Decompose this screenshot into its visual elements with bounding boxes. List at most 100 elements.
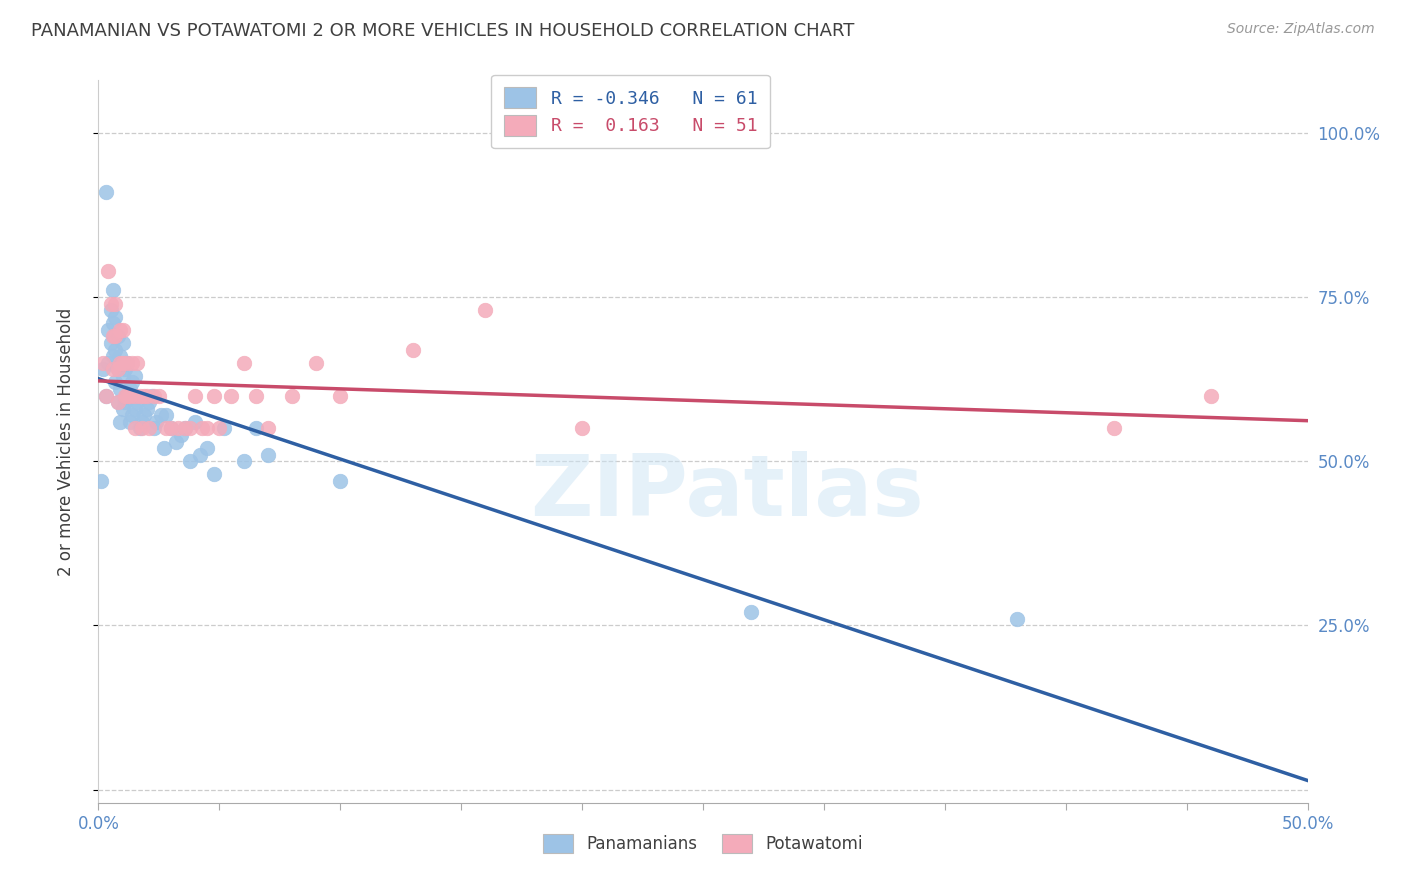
- Point: [138, 395, 160, 409]
- Point: [117, 356, 139, 370]
- Point: [121, 356, 143, 370]
- Point: [97, 323, 120, 337]
- Point: [135, 388, 157, 402]
- Point: [195, 421, 218, 435]
- Point: [108, 415, 131, 429]
- Point: [141, 388, 163, 402]
- Y-axis label: 2 or more Vehicles in Household: 2 or more Vehicles in Household: [56, 308, 75, 575]
- Point: [114, 362, 136, 376]
- Point: [97, 356, 120, 370]
- Point: [101, 284, 124, 298]
- Point: [104, 343, 127, 357]
- Point: [104, 296, 127, 310]
- Point: [108, 356, 131, 370]
- Point: [104, 329, 127, 343]
- Point: [108, 323, 131, 337]
- Point: [97, 264, 120, 278]
- Point: [90, 474, 112, 488]
- Point: [118, 415, 141, 429]
- Point: [179, 421, 201, 435]
- Point: [245, 388, 267, 402]
- Point: [1199, 388, 1222, 402]
- Point: [1007, 612, 1029, 626]
- Point: [107, 362, 129, 376]
- Point: [256, 421, 278, 435]
- Point: [101, 362, 124, 376]
- Point: [232, 454, 254, 468]
- Point: [245, 421, 267, 435]
- Point: [100, 336, 122, 351]
- Text: Source: ZipAtlas.com: Source: ZipAtlas.com: [1227, 22, 1375, 37]
- Point: [117, 388, 139, 402]
- Point: [127, 395, 149, 409]
- Point: [165, 434, 187, 449]
- Point: [179, 454, 201, 468]
- Point: [117, 356, 139, 370]
- Point: [150, 409, 173, 423]
- Point: [212, 421, 235, 435]
- Point: [474, 303, 496, 318]
- Point: [111, 401, 134, 416]
- Point: [256, 448, 278, 462]
- Point: [221, 388, 243, 402]
- Point: [91, 362, 114, 376]
- Point: [402, 343, 425, 357]
- Point: [101, 329, 124, 343]
- Point: [571, 421, 593, 435]
- Point: [107, 362, 129, 376]
- Point: [107, 395, 129, 409]
- Point: [118, 388, 141, 402]
- Point: [143, 421, 166, 435]
- Point: [107, 329, 129, 343]
- Point: [117, 388, 139, 402]
- Point: [148, 388, 170, 402]
- Point: [121, 376, 143, 390]
- Point: [232, 356, 254, 370]
- Point: [740, 605, 762, 619]
- Point: [169, 428, 191, 442]
- Point: [134, 388, 156, 402]
- Point: [160, 421, 183, 435]
- Point: [204, 467, 226, 482]
- Point: [184, 415, 207, 429]
- Point: [145, 415, 167, 429]
- Point: [114, 388, 136, 402]
- Point: [111, 368, 134, 383]
- Point: [94, 185, 117, 199]
- Point: [204, 388, 226, 402]
- Point: [174, 421, 197, 435]
- Point: [100, 303, 122, 318]
- Point: [104, 376, 127, 390]
- Point: [208, 421, 231, 435]
- Text: ZIPatlas: ZIPatlas: [530, 450, 924, 533]
- Point: [135, 401, 157, 416]
- Point: [128, 421, 150, 435]
- Point: [188, 448, 211, 462]
- Point: [155, 409, 177, 423]
- Point: [329, 474, 352, 488]
- Point: [131, 421, 153, 435]
- Point: [167, 421, 190, 435]
- Point: [124, 368, 146, 383]
- Point: [191, 421, 214, 435]
- Legend: Panamanians, Potawatomi: Panamanians, Potawatomi: [536, 827, 870, 860]
- Point: [184, 388, 207, 402]
- Point: [101, 349, 124, 363]
- Point: [329, 388, 352, 402]
- Point: [124, 388, 146, 402]
- Point: [124, 401, 146, 416]
- Point: [131, 415, 153, 429]
- Point: [305, 356, 328, 370]
- Point: [160, 421, 183, 435]
- Point: [111, 356, 134, 370]
- Point: [1102, 421, 1125, 435]
- Point: [108, 349, 131, 363]
- Point: [94, 388, 117, 402]
- Point: [111, 336, 134, 351]
- Text: PANAMANIAN VS POTAWATOMI 2 OR MORE VEHICLES IN HOUSEHOLD CORRELATION CHART: PANAMANIAN VS POTAWATOMI 2 OR MORE VEHIC…: [31, 22, 855, 40]
- Point: [124, 421, 146, 435]
- Point: [108, 382, 131, 396]
- Point: [138, 421, 160, 435]
- Point: [91, 356, 114, 370]
- Point: [104, 310, 127, 324]
